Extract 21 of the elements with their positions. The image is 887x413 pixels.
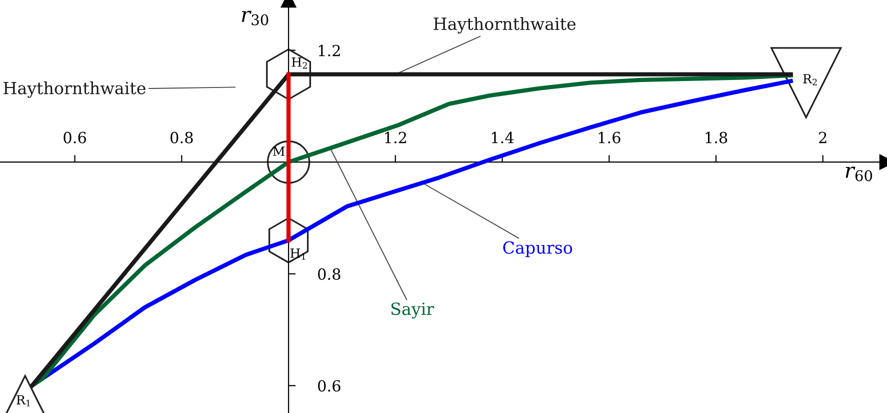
annotation: H$_{2}$ — [292, 58, 307, 69]
x-tick-label: 1.4 — [492, 132, 514, 144]
x-tick-label: 1.2 — [385, 132, 406, 144]
y-axis-title: r$_{30}$ — [242, 10, 268, 26]
annotation: R$_{2}$ — [803, 74, 817, 86]
y-tick-label: 1.2 — [318, 44, 340, 56]
x-tick-label: 0.8 — [170, 132, 193, 144]
text: Capurso — [503, 241, 572, 258]
annotation: R$_{1}$ — [16, 395, 30, 406]
annotation: H$_{1}$ — [290, 248, 306, 260]
text: Haythornthwaite — [434, 17, 576, 34]
x-tick-label: 0.6 — [64, 132, 86, 144]
x-tick-label: 1.8 — [706, 132, 728, 144]
x-tick-label: 1.6 — [598, 132, 620, 144]
x-tick-label: 2 — [819, 132, 826, 144]
y-tick-label: 0.6 — [318, 380, 340, 392]
x-axis-title: r$_{60}$ — [846, 166, 872, 182]
annotation: M — [273, 146, 285, 156]
y-tick-label: 0.8 — [318, 268, 340, 280]
text: Haythornthwaite — [4, 81, 146, 98]
text: Sayir — [391, 302, 434, 319]
